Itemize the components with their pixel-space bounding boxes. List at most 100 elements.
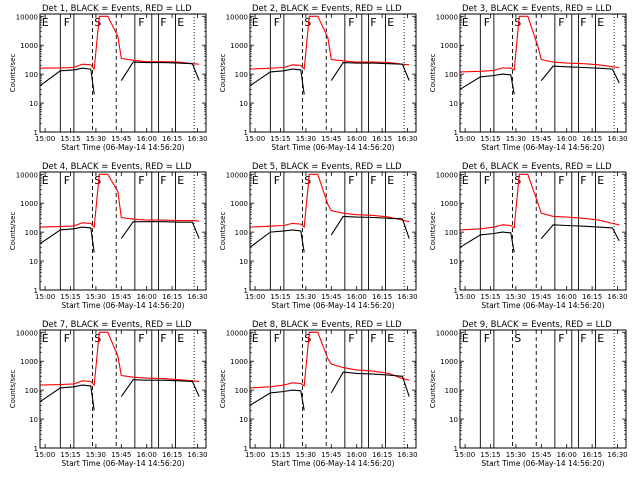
x-tick-label: 16:00 (557, 135, 577, 143)
y-tick-label: 10 (29, 100, 38, 108)
plot-frame (459, 13, 627, 133)
y-tick-label: 10 (239, 100, 248, 108)
y-tick-label: 100 (445, 71, 458, 79)
region-marker-label: F (370, 174, 376, 187)
x-tick-label: 15:45 (321, 451, 341, 459)
x-tick-label: 16:00 (557, 451, 577, 459)
region-marker-label: F (274, 174, 280, 187)
y-tick-label: 1 (244, 287, 248, 295)
x-tick-label: 15:30 (86, 135, 106, 143)
y-tick-label: 100 (235, 71, 248, 79)
y-tick-label: 10 (449, 100, 458, 108)
y-tick-label: 10 (239, 416, 248, 424)
y-tick-label: 1 (454, 445, 458, 453)
y-tick-label: 1000 (230, 358, 248, 366)
y-tick-label: 100 (25, 387, 38, 395)
x-tick-label: 15:30 (506, 135, 526, 143)
x-tick-label: 16:15 (582, 293, 602, 301)
x-tick-label: 16:15 (582, 451, 602, 459)
y-tick-label: 1 (34, 129, 38, 137)
x-tick-label: 15:45 (531, 135, 551, 143)
region-marker-label: F (580, 16, 586, 29)
x-tick-label: 15:00 (35, 451, 55, 459)
y-tick-label: 10000 (436, 171, 458, 179)
region-marker-label: E (597, 174, 604, 187)
y-axis-label: Counts/sec (429, 54, 437, 93)
x-tick-label: 15:00 (455, 451, 475, 459)
region-marker-label: F (558, 174, 564, 187)
y-tick-label: 1000 (440, 358, 458, 366)
y-tick-label: 10 (449, 258, 458, 266)
x-tick-label: 16:15 (372, 135, 392, 143)
region-marker-label: E (177, 174, 184, 187)
region-marker-label: S (304, 332, 311, 345)
y-tick-label: 1 (34, 445, 38, 453)
region-marker-label: E (42, 16, 49, 29)
x-tick-label: 16:15 (582, 135, 602, 143)
y-tick-label: 100 (235, 229, 248, 237)
y-tick-label: 10000 (436, 13, 458, 21)
region-marker-label: S (94, 174, 101, 187)
x-tick-label: 16:15 (162, 451, 182, 459)
x-tick-label: 16:15 (372, 451, 392, 459)
x-axis-label: Start Time (06-May-14 14:56:20) (271, 143, 394, 152)
y-tick-label: 10 (449, 416, 458, 424)
region-marker-label: E (42, 332, 49, 345)
plot-frame (459, 329, 627, 449)
region-marker-label: F (580, 174, 586, 187)
x-tick-label: 15:30 (296, 451, 316, 459)
y-axis-label: Counts/sec (219, 54, 227, 93)
series-line-lld (249, 173, 410, 229)
y-tick-label: 10 (239, 258, 248, 266)
x-axis-label: Start Time (06-May-14 14:56:20) (271, 459, 394, 468)
x-tick-label: 16:30 (397, 135, 417, 143)
y-axis-label: Counts/sec (219, 370, 227, 409)
region-marker-label: F (370, 332, 376, 345)
y-tick-label: 10000 (16, 171, 38, 179)
x-tick-label: 15:45 (531, 451, 551, 459)
y-tick-label: 100 (25, 71, 38, 79)
y-tick-label: 10 (29, 416, 38, 424)
y-tick-label: 10000 (226, 13, 248, 21)
x-tick-label: 16:00 (137, 135, 157, 143)
y-tick-label: 1 (244, 129, 248, 137)
x-tick-label: 15:15 (60, 451, 80, 459)
region-marker-label: F (348, 174, 354, 187)
region-marker-label: E (462, 174, 469, 187)
region-marker-label: S (94, 332, 101, 345)
panel-title: Det 9, BLACK = Events, RED = LLD (462, 320, 612, 330)
plot-frame (39, 171, 207, 291)
y-tick-label: 100 (445, 229, 458, 237)
plot-frame (39, 329, 207, 449)
y-tick-label: 1 (34, 287, 38, 295)
x-tick-label: 16:30 (397, 451, 417, 459)
x-axis-label: Start Time (06-May-14 14:56:20) (481, 459, 604, 468)
region-marker-label: S (304, 16, 311, 29)
x-axis-label: Start Time (06-May-14 14:56:20) (61, 301, 184, 310)
y-tick-label: 1000 (230, 200, 248, 208)
x-tick-label: 15:15 (480, 135, 500, 143)
x-tick-label: 15:00 (455, 293, 475, 301)
region-marker-label: E (252, 16, 259, 29)
y-tick-label: 1 (244, 445, 248, 453)
series-line-lld (459, 15, 620, 73)
panel-title: Det 3, BLACK = Events, RED = LLD (462, 4, 612, 14)
x-tick-label: 15:15 (270, 135, 290, 143)
region-marker-label: F (558, 16, 564, 29)
x-tick-label: 16:30 (607, 451, 627, 459)
series-line-events (39, 379, 200, 411)
x-tick-label: 15:00 (455, 135, 475, 143)
panel-title: Det 1, BLACK = Events, RED = LLD (42, 4, 192, 14)
panel-title: Det 8, BLACK = Events, RED = LLD (252, 320, 402, 330)
x-tick-label: 15:00 (245, 451, 265, 459)
region-marker-label: S (514, 16, 521, 29)
series-line-events (249, 215, 410, 253)
x-tick-label: 16:30 (187, 135, 207, 143)
